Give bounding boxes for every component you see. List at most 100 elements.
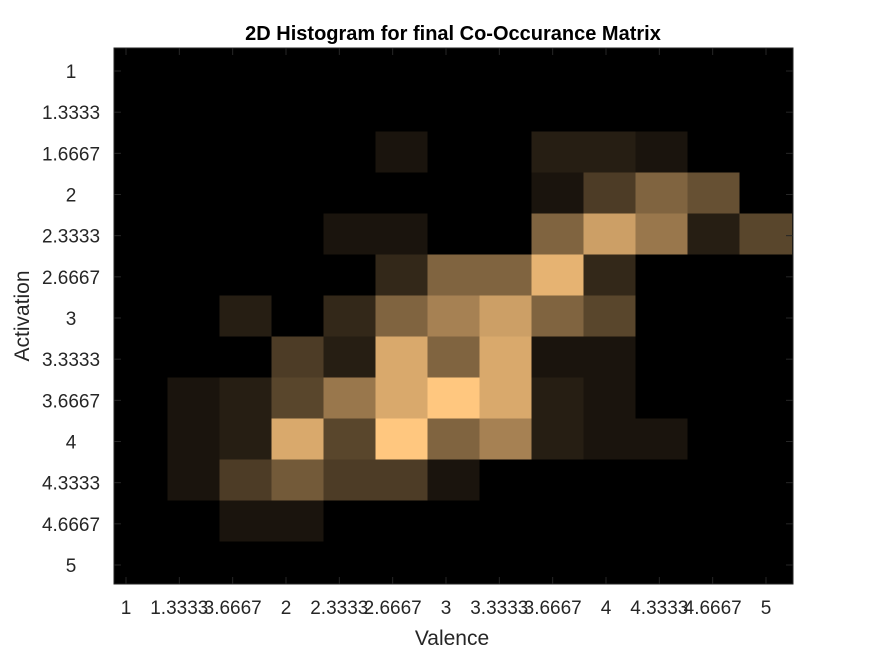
heatmap-cell: [323, 131, 377, 174]
heatmap-cell: [219, 131, 273, 174]
heatmap-cell: [271, 254, 325, 297]
heatmap-cell: [739, 213, 793, 256]
x-tick-label: 4: [601, 598, 612, 619]
x-tick-label: 3.6667: [524, 598, 582, 619]
tick-marks: [114, 48, 793, 584]
heatmap-cell: [219, 541, 273, 584]
heatmap-cell: [427, 377, 481, 420]
heatmap-cell: [271, 459, 325, 502]
heatmap-cell: [323, 500, 377, 543]
heatmap-cell: [323, 90, 377, 133]
heatmap-cell: [375, 49, 429, 92]
heatmap-cell: [583, 90, 637, 133]
heatmap-cell: [115, 295, 169, 338]
heatmap-cell: [271, 90, 325, 133]
heatmap-cell: [739, 418, 793, 461]
heatmap-cell: [739, 336, 793, 379]
heatmap-cell: [323, 172, 377, 215]
heatmap-cell: [115, 254, 169, 297]
x-tick-label: 4.3333: [630, 598, 688, 619]
heatmap-cell: [635, 295, 689, 338]
x-tick-label: 4.6667: [684, 598, 742, 619]
heatmap-cell: [219, 90, 273, 133]
heatmap-cell: [219, 254, 273, 297]
heatmap-cell: [583, 418, 637, 461]
heatmap-cell: [635, 90, 689, 133]
heatmap-cell: [219, 459, 273, 502]
heatmap-cell: [167, 336, 221, 379]
heatmap-cell: [479, 131, 533, 174]
y-tick-label: 4.6667: [42, 515, 100, 536]
heatmap-cell: [739, 295, 793, 338]
y-tick-label: 2: [66, 186, 77, 207]
heatmap-cell: [375, 90, 429, 133]
heatmap-cell: [219, 172, 273, 215]
heatmap-cell: [583, 500, 637, 543]
heatmap-cell: [427, 541, 481, 584]
heatmap-cell: [323, 254, 377, 297]
heatmap-cell: [635, 541, 689, 584]
heatmap-cell: [271, 131, 325, 174]
heatmap-cell: [323, 418, 377, 461]
heatmap-cell: [583, 254, 637, 297]
heatmap-cell: [271, 49, 325, 92]
y-tick-label: 4.3333: [42, 474, 100, 495]
heatmap-cell: [479, 295, 533, 338]
heatmap-cell: [687, 213, 741, 256]
heatmap-cell: [167, 541, 221, 584]
heatmap-cell: [271, 418, 325, 461]
heatmap-cell: [687, 336, 741, 379]
y-tick-label: 3: [66, 309, 77, 330]
heatmap-cell: [531, 336, 585, 379]
heatmap-cell: [271, 336, 325, 379]
y-tick-labels: 1 1.3333 1.6667 2 2.3333 2.6667 3 3.3333 3.6667 4…: [42, 62, 100, 577]
heatmap-cell: [739, 254, 793, 297]
heatmap-cell: [271, 295, 325, 338]
heatmap-cell: [427, 49, 481, 92]
heatmap-cell: [167, 459, 221, 502]
heatmap-cell: [271, 500, 325, 543]
heatmap-cell: [115, 541, 169, 584]
heatmap-cell: [115, 49, 169, 92]
heatmap-cell: [635, 49, 689, 92]
heatmap-cell: [635, 172, 689, 215]
x-tick-label: 3.3333: [470, 598, 528, 619]
heatmap-cell: [375, 336, 429, 379]
heatmap-cell: [427, 500, 481, 543]
heatmap-cell: [375, 377, 429, 420]
heatmap-cell: [531, 213, 585, 256]
heatmap-cell: [427, 172, 481, 215]
heatmap-cell: [531, 131, 585, 174]
heatmap-cell: [687, 500, 741, 543]
x-tick-label: 1.3333: [150, 598, 208, 619]
heatmap-cell: [479, 500, 533, 543]
heatmap-cell: [687, 172, 741, 215]
heatmap-cell: [375, 459, 429, 502]
heatmap-cell: [167, 213, 221, 256]
heatmap-cell: [583, 131, 637, 174]
heatmap-cell: [531, 377, 585, 420]
y-tick-label: 2.3333: [42, 227, 100, 248]
heatmap-cell: [479, 49, 533, 92]
y-tick-label: 1.6667: [42, 144, 100, 165]
x-tick-label: 2.6667: [364, 598, 422, 619]
x-tick-label: 1: [121, 598, 132, 619]
heatmap-cell: [323, 377, 377, 420]
heatmap-cell: [167, 90, 221, 133]
heatmap-cell: [635, 418, 689, 461]
heatmap-cell: [375, 131, 429, 174]
heatmap-cell: [479, 418, 533, 461]
plot-area: [113, 47, 794, 585]
heatmap-cell: [687, 459, 741, 502]
heatmap-cell: [635, 254, 689, 297]
heatmap-cell: [167, 295, 221, 338]
heatmap-cell: [687, 49, 741, 92]
heatmap-cell: [635, 213, 689, 256]
y-tick-label: 3.6667: [42, 391, 100, 412]
heatmap-cell: [687, 418, 741, 461]
heatmap-cell: [583, 377, 637, 420]
x-tick-label: 5: [761, 598, 772, 619]
y-tick-label: 5: [66, 556, 77, 577]
